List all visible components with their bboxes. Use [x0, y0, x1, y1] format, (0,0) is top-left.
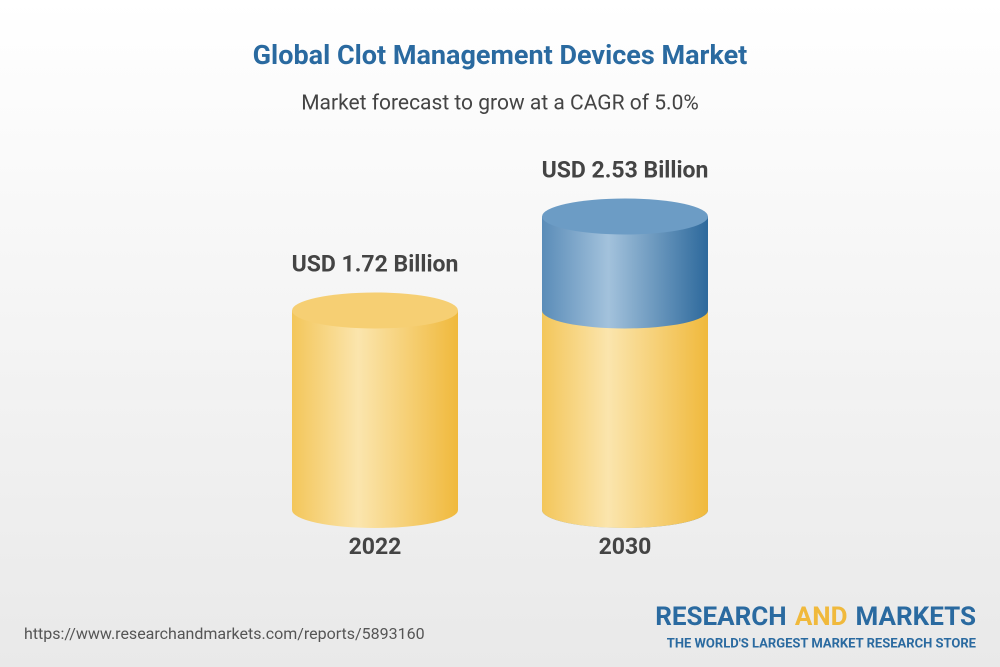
value-label: USD 1.72 Billion	[292, 251, 459, 278]
source-url: https://www.researchandmarkets.com/repor…	[24, 624, 425, 643]
x-tick-label: 2022	[349, 533, 402, 560]
chart-subtitle: Market forecast to grow at a CAGR of 5.0…	[301, 92, 699, 116]
logo-word: RESEARCH	[655, 602, 787, 632]
cylinder-body	[292, 310, 458, 528]
chart-title: Global Clot Management Devices Market	[253, 39, 748, 71]
logo-word: AND	[795, 602, 848, 632]
value-label: USD 2.53 Billion	[542, 157, 709, 184]
logo-tagline: THE WORLD'S LARGEST MARKET RESEARCH STOR…	[667, 636, 977, 651]
x-tick-label: 2030	[599, 533, 652, 560]
cylinder-top	[542, 198, 708, 235]
logo-name: RESEARCH AND MARKETS	[655, 602, 976, 632]
cylinder-top	[292, 292, 458, 329]
logo-word: MARKETS	[856, 602, 976, 632]
cylinder-base-part	[542, 310, 708, 528]
